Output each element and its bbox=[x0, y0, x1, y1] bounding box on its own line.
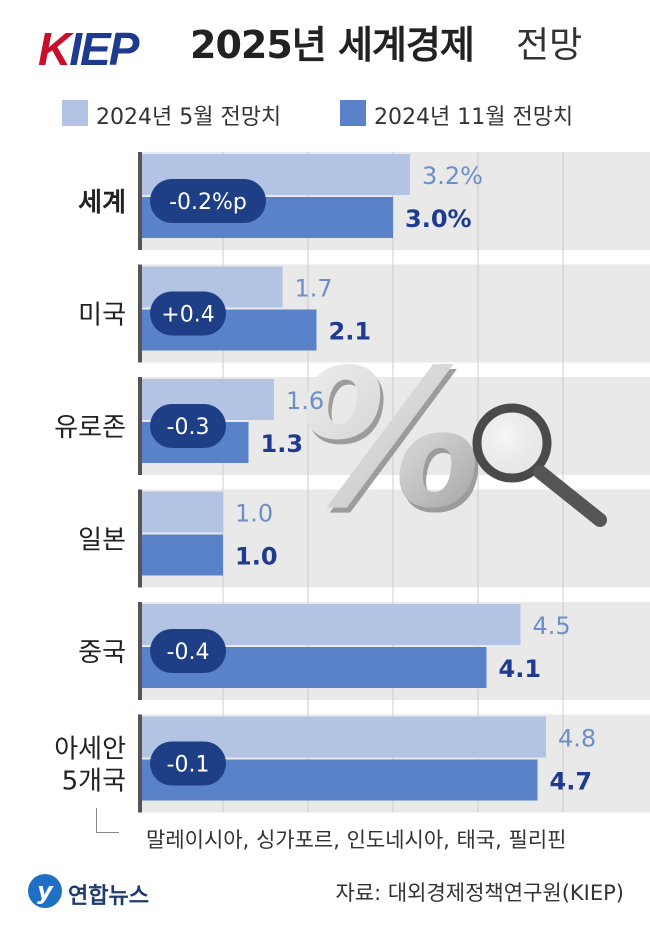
category-label-line: 아세안 bbox=[54, 735, 126, 765]
legend: 2024년 5월 전망치 2024년 11월 전망치 bbox=[0, 92, 650, 132]
category-label: 중국 bbox=[78, 638, 126, 668]
chart-title: 2025년 세계경제 bbox=[190, 23, 475, 67]
value-label-may: 1.6 bbox=[286, 387, 324, 415]
value-label-nov: 1.3 bbox=[261, 430, 304, 458]
bar-may bbox=[142, 491, 223, 533]
change-badge bbox=[150, 629, 226, 673]
yonhap-logo-text: 연합뉴스 bbox=[68, 884, 149, 909]
change-badge-label: -0.3 bbox=[167, 415, 210, 440]
axis-segment bbox=[138, 152, 142, 250]
bar-nov bbox=[142, 534, 223, 576]
magnifier-handle-icon bbox=[533, 465, 607, 527]
chart-title-suffix: 전망 bbox=[516, 25, 583, 66]
change-badge-label: -0.2%p bbox=[169, 190, 247, 215]
change-badge bbox=[150, 291, 226, 336]
kiep-logo: KIEP bbox=[38, 23, 139, 75]
category-label: 유로존 bbox=[54, 413, 126, 443]
category-label: 세계 bbox=[78, 188, 126, 218]
source-credit: 자료: 대외경제정책연구원(KIEP) bbox=[335, 881, 624, 905]
change-badge-label: -0.1 bbox=[167, 753, 210, 778]
value-label-nov: 4.7 bbox=[550, 768, 593, 796]
change-badge-label: +0.4 bbox=[161, 303, 214, 328]
legend-label-may: 2024년 5월 전망치 bbox=[96, 105, 282, 130]
value-label-may: 3.2% bbox=[422, 162, 483, 190]
legend-label-nov: 2024년 11월 전망치 bbox=[374, 105, 574, 130]
category-label-line: 5개국 bbox=[62, 767, 126, 797]
header: KIEP 2025년 세계경제 전망 bbox=[0, 0, 650, 88]
category-label-line: 중국 bbox=[78, 638, 126, 668]
category-label-line: 미국 bbox=[78, 301, 126, 331]
axis-segment bbox=[138, 264, 142, 363]
percent-magnifier-illustration: % % bbox=[279, 330, 607, 556]
svg-text:%: % bbox=[282, 335, 503, 556]
axis-segment bbox=[138, 714, 142, 813]
category-label-line: 유로존 bbox=[54, 413, 126, 443]
value-label-may: 1.0 bbox=[235, 500, 273, 528]
magnifier-lens-icon bbox=[472, 403, 552, 483]
bar-chart: % % 세계 3.2% 3.0% -0.2%p 미국 1.7 2.1 +0.4 유로존 1.6 1.… bbox=[54, 152, 650, 813]
axis-segment bbox=[138, 377, 142, 475]
axis-segment bbox=[138, 602, 142, 700]
yonhap-logo-mark: y bbox=[28, 874, 62, 908]
value-label-may: 1.7 bbox=[295, 275, 333, 303]
value-label-may: 4.5 bbox=[533, 612, 571, 640]
value-label-nov: 3.0% bbox=[405, 205, 472, 233]
change-badge bbox=[150, 179, 266, 223]
change-badge bbox=[150, 404, 226, 448]
value-label-nov: 1.0 bbox=[235, 543, 278, 571]
legend-swatch-may bbox=[62, 100, 88, 126]
svg-text:%: % bbox=[279, 330, 500, 551]
category-label-line: 일본 bbox=[78, 526, 126, 556]
change-badge-label: -0.4 bbox=[167, 640, 210, 665]
category-label: 아세안 5개국 bbox=[54, 735, 126, 797]
category-label: 미국 bbox=[78, 301, 126, 331]
category-label-line: 세계 bbox=[78, 188, 126, 218]
value-label-nov: 4.1 bbox=[499, 655, 542, 683]
legend-swatch-nov bbox=[340, 100, 366, 126]
asean5-note: 말레이시아, 싱가포르, 인도네시아, 태국, 필리핀 bbox=[146, 828, 567, 852]
change-badge bbox=[150, 741, 226, 786]
category-label: 일본 bbox=[78, 526, 126, 556]
value-label-nov: 2.1 bbox=[329, 318, 372, 346]
axis-segment bbox=[138, 489, 142, 588]
value-label-may: 4.8 bbox=[558, 725, 596, 753]
note-bracket bbox=[96, 808, 119, 833]
